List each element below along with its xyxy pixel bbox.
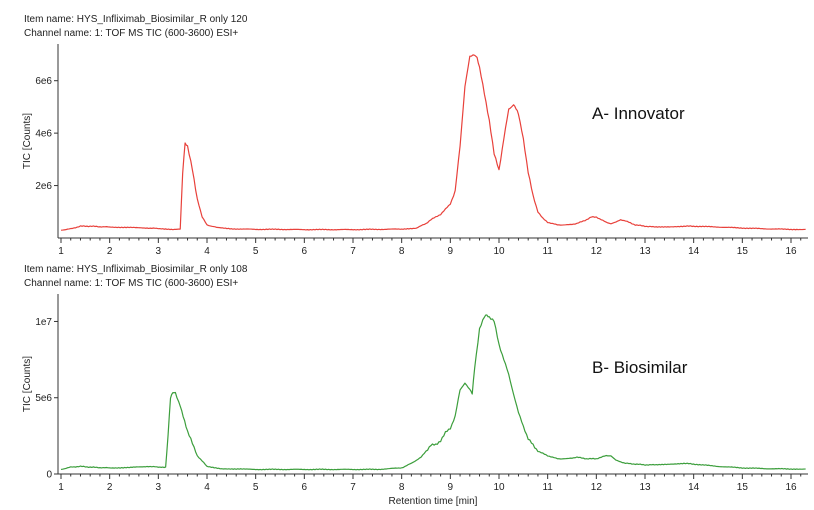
x-tick-label: 8 (399, 482, 405, 493)
y-tick-label: 5e6 (35, 393, 52, 404)
x-tick-label: 6 (302, 482, 308, 493)
x-tick-label: 4 (204, 246, 210, 257)
x-tick-label: 14 (688, 246, 700, 257)
x-tick-label: 8 (399, 246, 405, 257)
x-tick-label: 2 (107, 246, 113, 257)
x-tick-label: 2 (107, 482, 113, 493)
x-tick-label: 3 (156, 482, 162, 493)
channel-name: Channel name: 1: TOF MS TIC (600-3600) E… (24, 28, 238, 39)
item-name: Item name: HYS_Infliximab_Biosimilar_R o… (24, 14, 248, 25)
x-axis-label: Retention time [min] (389, 496, 478, 507)
x-tick-label: 1 (58, 246, 64, 257)
x-tick-label: 9 (448, 246, 454, 257)
x-tick-label: 6 (302, 246, 308, 257)
y-tick-label: 4e6 (35, 129, 52, 140)
series-line (60, 54, 806, 231)
x-tick-label: 15 (737, 246, 749, 257)
x-tick-label: 15 (737, 482, 749, 493)
x-tick-label: 3 (156, 246, 162, 257)
x-tick-label: 7 (350, 482, 356, 493)
series-line (60, 314, 806, 471)
channel-name: Channel name: 1: TOF MS TIC (600-3600) E… (24, 278, 238, 289)
x-tick-label: 14 (688, 482, 700, 493)
y-tick-label: 0 (46, 470, 52, 481)
x-tick-label: 13 (639, 482, 651, 493)
y-tick-label: 6e6 (35, 76, 52, 87)
x-tick-label: 10 (493, 246, 505, 257)
x-tick-label: 11 (542, 482, 553, 493)
y-tick-label: 1e7 (35, 317, 52, 328)
y-axis-label: TIC [Counts] (22, 113, 33, 169)
x-tick-label: 9 (448, 482, 454, 493)
item-name: Item name: HYS_Infliximab_Biosimilar_R o… (24, 264, 248, 275)
x-tick-label: 13 (639, 246, 651, 257)
x-tick-label: 12 (591, 246, 603, 257)
x-tick-label: 5 (253, 246, 259, 257)
x-tick-label: 7 (350, 246, 356, 257)
x-tick-label: 12 (591, 482, 603, 493)
x-tick-label: 10 (493, 482, 505, 493)
y-tick-label: 2e6 (35, 181, 52, 192)
x-tick-label: 4 (204, 482, 210, 493)
x-tick-label: 11 (542, 246, 553, 257)
x-tick-label: 16 (785, 246, 797, 257)
x-tick-label: 1 (58, 482, 64, 493)
chart-annotation: A- Innovator (592, 104, 685, 123)
y-axis-label: TIC [Counts] (22, 356, 33, 412)
chart-annotation: B- Biosimilar (592, 358, 688, 377)
x-tick-label: 5 (253, 482, 259, 493)
x-tick-label: 16 (785, 482, 797, 493)
